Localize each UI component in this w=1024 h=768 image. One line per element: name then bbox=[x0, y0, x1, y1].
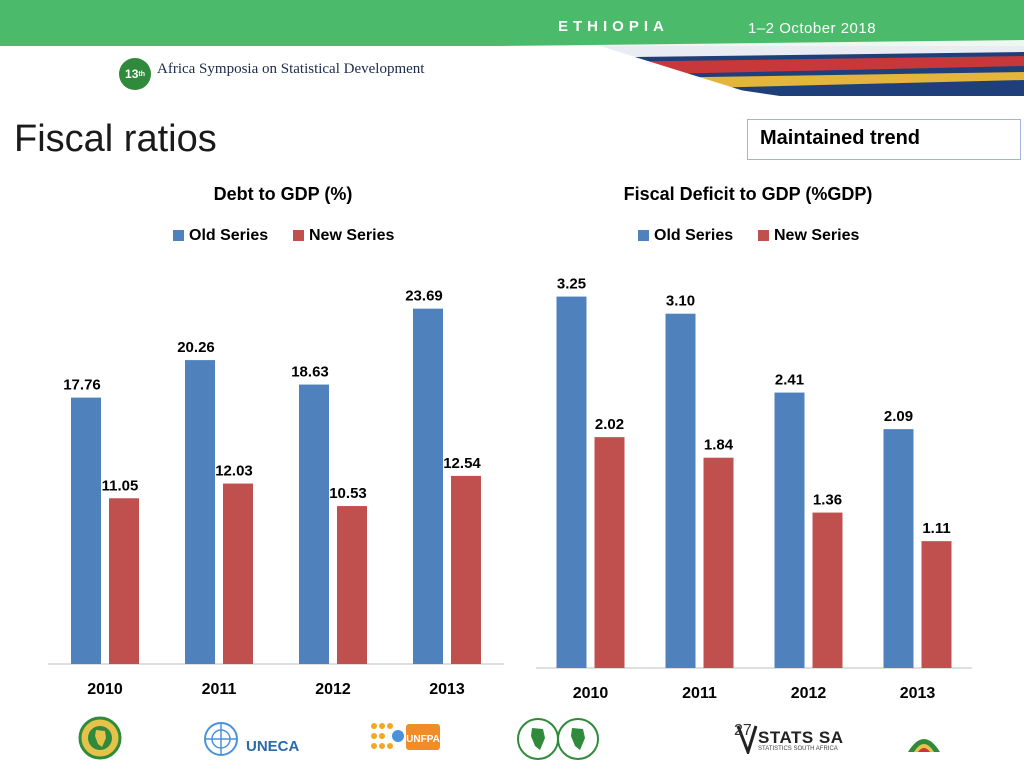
banner-green-band bbox=[0, 0, 1024, 46]
african-union-logo bbox=[78, 716, 122, 760]
value-label: 2.41 bbox=[775, 372, 804, 389]
page-title: Fiscal ratios bbox=[14, 118, 217, 160]
banner-stripe-gold bbox=[640, 72, 1024, 88]
banner-white-wedge bbox=[420, 46, 760, 96]
banner-stripe-red bbox=[600, 56, 1024, 74]
banner-stripe-white bbox=[500, 40, 1024, 58]
svg-text:UNFPA: UNFPA bbox=[406, 734, 440, 745]
chart-title: Fiscal Deficit to GDP (%GDP) bbox=[624, 184, 873, 204]
bar-new-2013 bbox=[451, 475, 481, 664]
value-label: 2.09 bbox=[884, 408, 913, 425]
value-label: 18.63 bbox=[291, 364, 329, 381]
legend-swatch-old bbox=[173, 230, 184, 241]
bar-new-2010 bbox=[109, 498, 139, 664]
value-label: 20.26 bbox=[177, 339, 215, 356]
value-label: 10.53 bbox=[329, 485, 367, 502]
bar-new-2011 bbox=[223, 483, 253, 664]
header-banner bbox=[0, 0, 1024, 96]
value-label: 12.54 bbox=[443, 455, 481, 472]
bar-new-2010 bbox=[594, 437, 625, 668]
bar-old-2011 bbox=[185, 360, 215, 664]
value-label: 1.84 bbox=[704, 437, 734, 454]
banner-dates: 1–2 October 2018 bbox=[748, 20, 877, 37]
bar-old-2011 bbox=[665, 313, 696, 668]
stats-sa-label: STATS SA bbox=[758, 728, 844, 747]
value-label: 3.25 bbox=[557, 276, 586, 293]
bar-new-2011 bbox=[703, 457, 734, 668]
bar-old-2013 bbox=[883, 429, 914, 668]
bar-old-2013 bbox=[413, 308, 443, 664]
value-label: 11.05 bbox=[102, 477, 139, 494]
category-label: 2012 bbox=[315, 681, 351, 698]
debt-chart: Debt to GDP (%) Old Series New Series 17.76… bbox=[48, 184, 504, 698]
legend-label-old: Old Series bbox=[189, 227, 268, 244]
stats-sa-sublabel: STATISTICS SOUTH AFRICA bbox=[758, 746, 838, 752]
category-label: 2011 bbox=[202, 681, 237, 698]
category-label: 2013 bbox=[900, 685, 936, 702]
unfpa-logo: UNFPA bbox=[371, 723, 440, 750]
deficit-chart: Fiscal Deficit to GDP (%GDP) Old Series Ne… bbox=[536, 184, 972, 702]
bar-new-2012 bbox=[337, 506, 367, 664]
category-label: 2010 bbox=[573, 685, 609, 702]
value-label: 12.03 bbox=[215, 463, 253, 480]
value-label: 1.11 bbox=[922, 520, 950, 537]
uneca-label: UNECA bbox=[246, 738, 300, 755]
un-logo bbox=[204, 722, 238, 756]
banner-country: ETHIOPIA bbox=[558, 18, 669, 35]
value-label: 2.02 bbox=[595, 416, 624, 433]
legend-swatch-new bbox=[758, 230, 769, 241]
legend-swatch-old bbox=[638, 230, 649, 241]
category-label: 2013 bbox=[429, 681, 465, 698]
value-label: 3.10 bbox=[666, 293, 695, 310]
badge-number: 13 bbox=[125, 67, 139, 81]
legend-label-old: Old Series bbox=[654, 227, 733, 244]
category-label: 2011 bbox=[682, 685, 717, 702]
category-label: 2012 bbox=[791, 685, 827, 702]
bar-new-2013 bbox=[921, 541, 952, 668]
stats-sa-logo bbox=[736, 725, 758, 754]
bar-new-2012 bbox=[812, 512, 843, 668]
bar-old-2010 bbox=[71, 397, 101, 664]
bar-old-2012 bbox=[299, 384, 329, 664]
afdb-logo bbox=[517, 718, 599, 760]
ethiopia-logo bbox=[908, 739, 940, 752]
legend-swatch-new bbox=[293, 230, 304, 241]
page-number: 27 bbox=[734, 722, 752, 739]
bar-old-2012 bbox=[774, 392, 805, 668]
category-label: 2010 bbox=[87, 681, 123, 698]
bar-old-2010 bbox=[556, 296, 587, 668]
legend-label-new: New Series bbox=[774, 227, 859, 244]
trend-box: Maintained trend bbox=[747, 119, 1021, 160]
value-label: 17.76 bbox=[63, 377, 101, 394]
chart-title: Debt to GDP (%) bbox=[214, 184, 353, 204]
symposium-name: Africa Symposia on Statistical Developme… bbox=[157, 61, 425, 77]
value-label: 1.36 bbox=[813, 492, 842, 509]
badge-suffix: th bbox=[138, 70, 145, 78]
value-label: 23.69 bbox=[405, 288, 443, 305]
legend-label-new: New Series bbox=[309, 227, 394, 244]
